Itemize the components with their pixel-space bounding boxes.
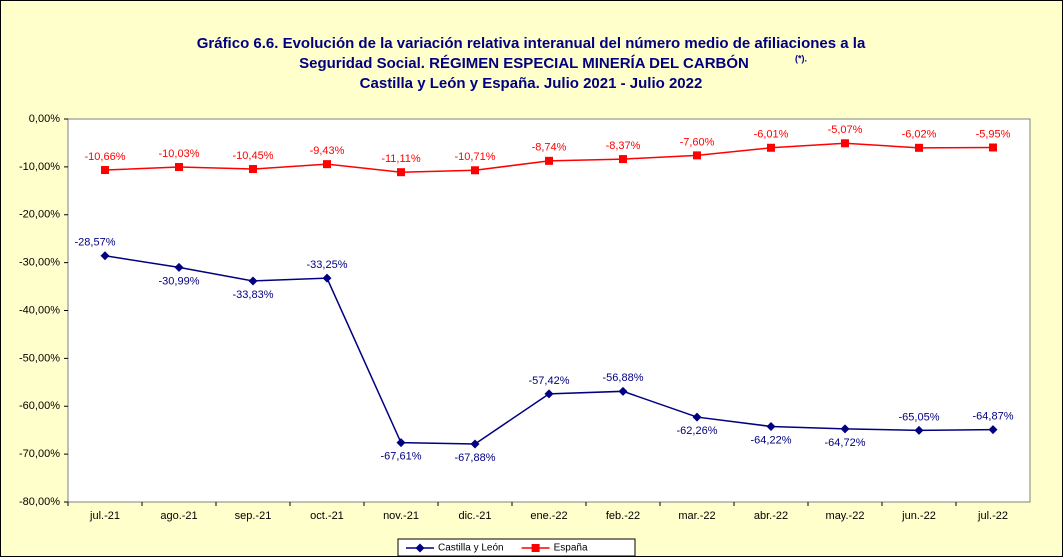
marker <box>841 139 849 148</box>
data-label: -5,95% <box>976 128 1011 140</box>
data-label: -67,88% <box>455 452 496 464</box>
marker <box>618 386 628 396</box>
marker <box>415 543 425 553</box>
marker <box>322 273 332 283</box>
data-label: -7,60% <box>680 136 715 148</box>
marker <box>840 424 850 434</box>
data-label: -64,72% <box>825 437 866 449</box>
y-tick-label: -50,00% <box>19 352 60 364</box>
marker <box>101 166 109 175</box>
marker <box>692 412 702 422</box>
data-label: -6,02% <box>902 129 937 141</box>
marker <box>397 168 405 177</box>
data-label: -64,87% <box>973 410 1014 422</box>
marker <box>766 421 776 431</box>
x-tick-label: oct.-21 <box>310 510 344 522</box>
marker <box>175 163 183 172</box>
data-label: -62,26% <box>677 425 718 437</box>
marker <box>989 143 997 152</box>
x-tick-label: mar.-22 <box>678 510 715 522</box>
data-label: -56,88% <box>603 372 644 384</box>
x-tick-label: may.-22 <box>826 510 865 522</box>
y-tick-label: -20,00% <box>19 209 60 221</box>
chart-title: Gráfico 6.6. Evolución de la variación r… <box>197 35 866 52</box>
marker <box>988 425 998 435</box>
data-label: -33,83% <box>233 289 274 301</box>
x-tick-label: nov.-21 <box>383 510 419 522</box>
data-label: -10,03% <box>159 148 200 160</box>
marker <box>545 156 553 165</box>
data-label: -11,11% <box>381 153 421 165</box>
data-label: -57,42% <box>529 375 570 387</box>
y-tick-label: -70,00% <box>19 448 60 460</box>
plot-area <box>67 118 1031 503</box>
data-label: -28,57% <box>75 237 116 249</box>
data-label: -8,74% <box>532 142 567 154</box>
data-label: -8,37% <box>606 140 641 152</box>
marker <box>100 251 110 261</box>
x-tick-label: ago.-21 <box>160 510 197 522</box>
x-tick-label: sep.-21 <box>235 510 272 522</box>
marker <box>249 165 257 174</box>
y-tick-label: -60,00% <box>19 400 60 412</box>
x-tick-label: feb.-22 <box>606 510 640 522</box>
marker <box>915 143 923 152</box>
marker <box>767 143 775 152</box>
chart-title: Castilla y León y España. Julio 2021 - J… <box>360 75 703 92</box>
y-tick-label: 0,00% <box>29 113 60 125</box>
data-label: -33,25% <box>307 259 348 271</box>
y-tick-label: -30,00% <box>19 257 60 269</box>
x-tick-label: jul.-21 <box>89 510 120 522</box>
marker <box>619 155 627 164</box>
legend-label: Castilla y León <box>438 543 504 554</box>
marker <box>396 438 406 448</box>
marker <box>248 276 258 286</box>
y-tick-label: -40,00% <box>19 304 60 316</box>
data-label: -9,43% <box>310 145 345 157</box>
y-tick-label: -80,00% <box>19 496 60 508</box>
marker <box>914 425 924 435</box>
data-label: -64,22% <box>751 434 792 446</box>
marker <box>323 160 331 169</box>
marker <box>471 166 479 175</box>
marker <box>531 544 540 552</box>
marker <box>693 151 701 160</box>
marker <box>544 389 554 399</box>
y-tick-label: -10,00% <box>19 161 60 173</box>
data-label: -10,71% <box>455 151 496 163</box>
legend-label: España <box>554 543 588 554</box>
data-label: -30,99% <box>159 275 200 287</box>
title-superscript: (*). <box>795 53 807 63</box>
data-label: -10,45% <box>233 150 274 162</box>
x-tick-label: abr.-22 <box>754 510 788 522</box>
data-label: -5,07% <box>828 124 863 136</box>
x-tick-label: jul.-22 <box>977 510 1008 522</box>
data-label: -67,61% <box>381 451 422 463</box>
marker <box>174 262 184 272</box>
data-label: -6,01% <box>754 129 789 141</box>
data-label: -10,66% <box>85 151 126 163</box>
x-tick-label: ene.-22 <box>530 510 567 522</box>
x-tick-label: dic.-21 <box>458 510 491 522</box>
data-label: -65,05% <box>899 411 940 423</box>
marker <box>470 439 480 449</box>
legend <box>397 538 636 557</box>
x-tick-label: jun.-22 <box>901 510 936 522</box>
chart-title: Seguridad Social. RÉGIMEN ESPECIAL MINER… <box>299 54 749 72</box>
